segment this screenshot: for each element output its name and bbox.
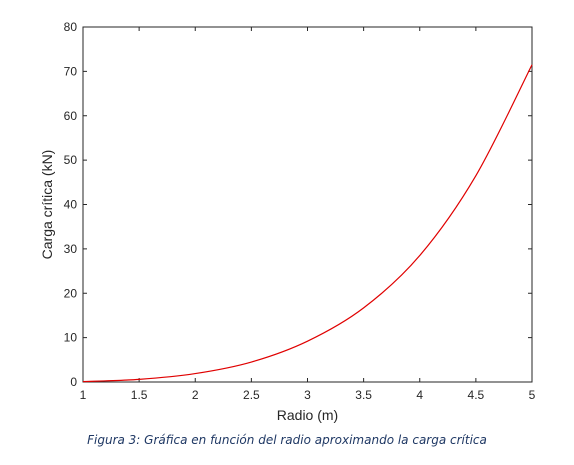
x-tick-label: 3 bbox=[304, 388, 311, 402]
plot-area bbox=[82, 26, 533, 383]
x-tick-label: 3.5 bbox=[355, 388, 372, 402]
line-chart: 1 1.5 2 2.5 3 3.5 4 4.5 5 0 10 20 30 40 50 60 70 80 Radi… bbox=[39, 20, 536, 423]
x-axis-label: Radio (m) bbox=[277, 407, 338, 423]
y-tick-label: 0 bbox=[70, 375, 77, 389]
x-axis-ticks: 1 1.5 2 2.5 3 3.5 4 4.5 5 bbox=[80, 27, 536, 402]
y-tick-label: 80 bbox=[64, 20, 78, 34]
y-tick-label: 40 bbox=[64, 198, 78, 212]
x-tick-label: 2.5 bbox=[243, 388, 260, 402]
x-tick-label: 1.5 bbox=[131, 388, 148, 402]
series-group bbox=[82, 64, 533, 383]
y-tick-label: 30 bbox=[64, 242, 78, 256]
x-tick-label: 1 bbox=[80, 388, 87, 402]
y-tick-label: 50 bbox=[64, 153, 78, 167]
x-tick-label: 5 bbox=[529, 388, 536, 402]
y-tick-label: 70 bbox=[64, 64, 78, 78]
y-axis-ticks: 0 10 20 30 40 50 60 70 80 bbox=[64, 20, 532, 389]
x-tick-label: 4 bbox=[416, 388, 423, 402]
x-tick-label: 2 bbox=[192, 388, 199, 402]
y-tick-label: 20 bbox=[64, 286, 78, 300]
y-axis-label: Carga crítica (kN) bbox=[39, 150, 55, 260]
figure-caption: Figura 3: Gráfica en función del radio a… bbox=[87, 433, 487, 447]
series-line bbox=[82, 64, 533, 383]
x-tick-label: 4.5 bbox=[468, 388, 485, 402]
y-tick-label: 10 bbox=[64, 331, 78, 345]
y-tick-label: 60 bbox=[64, 109, 78, 123]
